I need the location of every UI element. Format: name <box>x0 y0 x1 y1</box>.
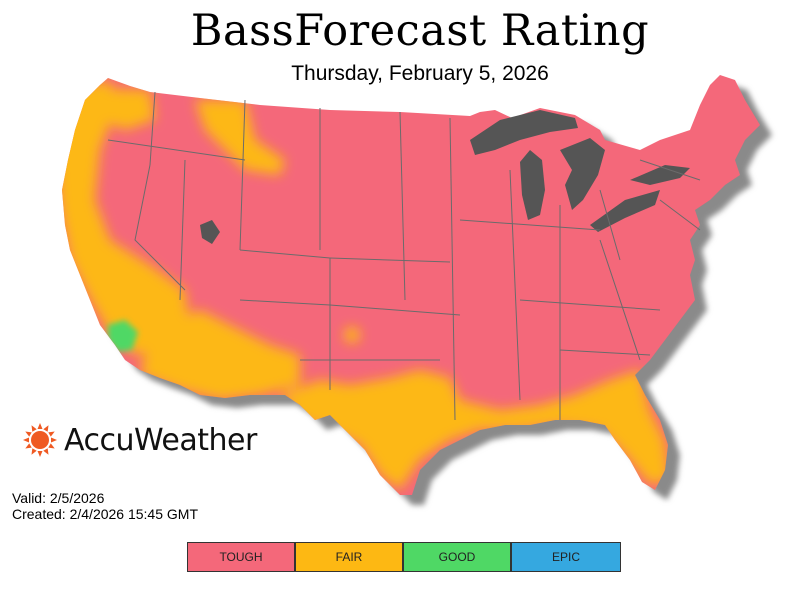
state-border-line <box>599 239 641 361</box>
good-region-southern-california <box>108 320 138 352</box>
state-border-line <box>559 349 651 356</box>
great-salt-lake <box>200 220 220 244</box>
legend-item-tough: TOUGH <box>188 543 296 571</box>
fair-region-northern-rockies <box>195 100 285 175</box>
map-title: BassForecast Rating <box>190 6 650 56</box>
state-border-line <box>134 164 186 291</box>
rating-overlays <box>62 80 670 490</box>
map-date: Thursday, February 5, 2026 <box>291 62 549 85</box>
state-border-line <box>239 299 331 306</box>
great-lakes <box>200 110 690 244</box>
lake-ontario <box>630 165 690 185</box>
fair-region-washington <box>95 88 155 130</box>
sun-ray <box>43 425 49 432</box>
legend-item-fair: FAIR <box>296 543 404 571</box>
state-border-line <box>509 169 521 401</box>
fair-region-sierra <box>142 282 174 302</box>
brand-name: AccuWeather <box>64 422 257 458</box>
sun-ray <box>48 431 55 437</box>
sun-ray <box>51 437 57 443</box>
sun-ray <box>31 448 37 455</box>
lake-huron <box>560 138 605 210</box>
state-borders <box>107 91 701 421</box>
sun-ray <box>31 425 37 432</box>
state-border-line <box>659 199 701 231</box>
state-border-line <box>149 91 156 166</box>
state-border-line <box>399 111 406 301</box>
sun-ray <box>43 448 49 455</box>
state-border-line <box>329 304 461 316</box>
sun-ray <box>25 431 32 437</box>
legend-item-epic: EPIC <box>512 543 620 571</box>
lake-erie <box>590 190 660 232</box>
state-border-line <box>329 257 451 263</box>
forecast-meta: Valid: 2/5/2026 Created: 2/4/2026 15:45 … <box>12 490 198 522</box>
sun-icon <box>23 423 57 457</box>
brand-logo: AccuWeather <box>22 422 257 458</box>
legend-item-good: GOOD <box>404 543 512 571</box>
state-border-line <box>107 139 246 161</box>
fair-region-southwest <box>140 310 300 400</box>
fair-region-colorado <box>344 327 360 343</box>
sun-ray <box>37 451 43 457</box>
state-border-line <box>639 159 701 181</box>
lake-michigan <box>520 150 545 220</box>
sun-ray <box>48 443 55 449</box>
state-border-line <box>179 159 186 301</box>
state-border-line <box>459 219 601 231</box>
state-border-line <box>599 189 621 261</box>
state-border-line <box>239 249 331 259</box>
state-border-line <box>449 117 456 421</box>
valid-date: Valid: 2/5/2026 <box>12 490 105 506</box>
lake-superior <box>470 110 578 155</box>
rating-legend: TOUGH FAIR GOOD EPIC <box>187 542 621 572</box>
state-border-line <box>519 299 661 311</box>
fair-region-texas-gulf <box>280 370 670 490</box>
sun-ray <box>37 423 43 429</box>
sun-ray <box>23 437 29 443</box>
created-date: Created: 2/4/2026 15:45 GMT <box>12 506 198 522</box>
sun-ray <box>25 443 32 449</box>
state-border-line <box>239 99 246 251</box>
